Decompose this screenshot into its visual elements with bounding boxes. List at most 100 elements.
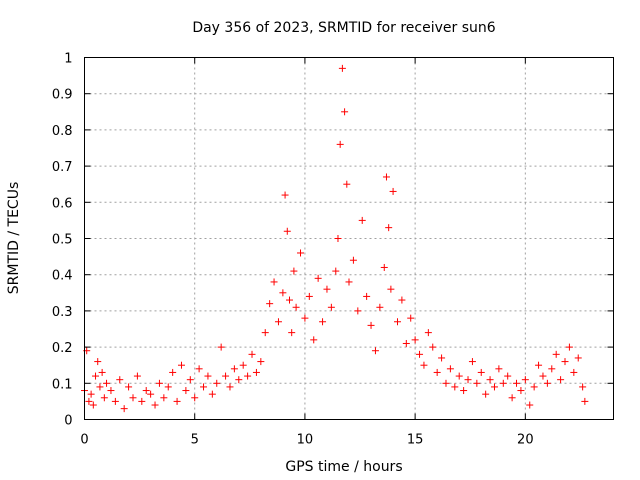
data-point xyxy=(195,365,203,373)
data-point xyxy=(314,274,322,282)
data-point xyxy=(570,368,578,376)
data-point xyxy=(213,379,221,387)
data-point xyxy=(332,267,340,275)
data-point xyxy=(345,278,353,286)
data-point xyxy=(248,350,256,358)
x-axis-label: GPS time / hours xyxy=(285,459,402,475)
data-point xyxy=(191,394,199,402)
data-point xyxy=(164,383,172,391)
data-point xyxy=(323,285,331,293)
data-point xyxy=(239,361,247,369)
data-point xyxy=(133,372,141,380)
data-point xyxy=(349,256,357,264)
data-point xyxy=(116,376,124,384)
data-point xyxy=(279,289,287,297)
data-point xyxy=(499,379,507,387)
y-tick-label: 0.7 xyxy=(52,160,73,175)
data-point xyxy=(169,368,177,376)
data-point xyxy=(87,390,95,398)
data-point xyxy=(535,361,543,369)
y-tick-label: 0.1 xyxy=(52,377,73,392)
y-tick-labels: 0 0.1 0.2 0.3 0.4 0.5 0.6 0.7 0.8 0.9 1 xyxy=(52,52,73,429)
data-point xyxy=(521,376,529,384)
data-point xyxy=(261,329,269,337)
data-point xyxy=(451,383,459,391)
x-tick-label: 20 xyxy=(517,433,534,448)
chart-title: Day 356 of 2023, SRMTID for receiver sun… xyxy=(192,20,495,36)
grid xyxy=(84,57,614,420)
data-point xyxy=(270,278,278,286)
x-tick-label: 5 xyxy=(191,433,199,448)
data-point xyxy=(96,383,104,391)
data-point xyxy=(92,372,100,380)
data-point xyxy=(186,376,194,384)
data-point xyxy=(477,368,485,376)
data-point xyxy=(455,372,463,380)
data-point xyxy=(574,354,582,362)
data-point xyxy=(460,387,468,395)
data-point xyxy=(310,336,318,344)
plot-frame xyxy=(84,57,614,420)
data-point xyxy=(508,394,516,402)
data-point xyxy=(98,368,106,376)
data-point xyxy=(473,379,481,387)
data-point xyxy=(288,329,296,337)
x-tick-label: 15 xyxy=(407,433,424,448)
data-point xyxy=(94,358,102,366)
data-point xyxy=(235,376,243,384)
data-point xyxy=(252,368,260,376)
data-point xyxy=(398,296,406,304)
data-point xyxy=(446,365,454,373)
data-point xyxy=(382,173,390,181)
data-point xyxy=(85,397,93,405)
data-point xyxy=(433,368,441,376)
data-point xyxy=(266,300,274,308)
data-point xyxy=(442,379,450,387)
data-point xyxy=(552,350,560,358)
data-point xyxy=(147,390,155,398)
data-point xyxy=(438,354,446,362)
data-point xyxy=(343,180,351,188)
data-point xyxy=(173,397,181,405)
data-point xyxy=(292,303,300,311)
x-tick-label: 10 xyxy=(297,433,314,448)
data-point xyxy=(363,292,371,300)
data-point xyxy=(581,397,589,405)
y-tick-label: 0.8 xyxy=(52,124,73,139)
data-point xyxy=(334,235,342,242)
data-point xyxy=(285,296,293,304)
data-point xyxy=(230,365,238,373)
data-point xyxy=(486,376,494,384)
y-axis-label: SRMTID / TECUs xyxy=(6,182,22,295)
data-point xyxy=(468,358,476,366)
data-point xyxy=(482,390,490,398)
data-point xyxy=(429,343,437,351)
data-point xyxy=(129,394,137,402)
y-tick-label: 0.4 xyxy=(52,269,73,284)
data-point xyxy=(204,372,212,380)
data-point xyxy=(182,387,190,395)
data-point xyxy=(354,307,362,315)
data-point xyxy=(393,318,401,326)
data-point xyxy=(539,372,547,380)
data-point xyxy=(208,390,216,398)
data-point xyxy=(411,336,419,344)
data-point xyxy=(561,358,569,366)
data-point xyxy=(517,387,525,395)
data-point xyxy=(380,263,388,271)
data-point xyxy=(367,321,375,329)
data-point xyxy=(464,376,472,384)
y-tick-label: 0 xyxy=(64,414,72,429)
data-point xyxy=(281,191,289,199)
data-point xyxy=(389,187,397,195)
data-point xyxy=(297,249,305,257)
data-point xyxy=(103,379,111,387)
data-point xyxy=(530,383,538,391)
data-point xyxy=(305,292,313,300)
data-point xyxy=(155,379,163,387)
data-point xyxy=(89,401,97,409)
data-point xyxy=(142,387,150,395)
data-point xyxy=(274,318,282,326)
data-point xyxy=(200,383,208,391)
